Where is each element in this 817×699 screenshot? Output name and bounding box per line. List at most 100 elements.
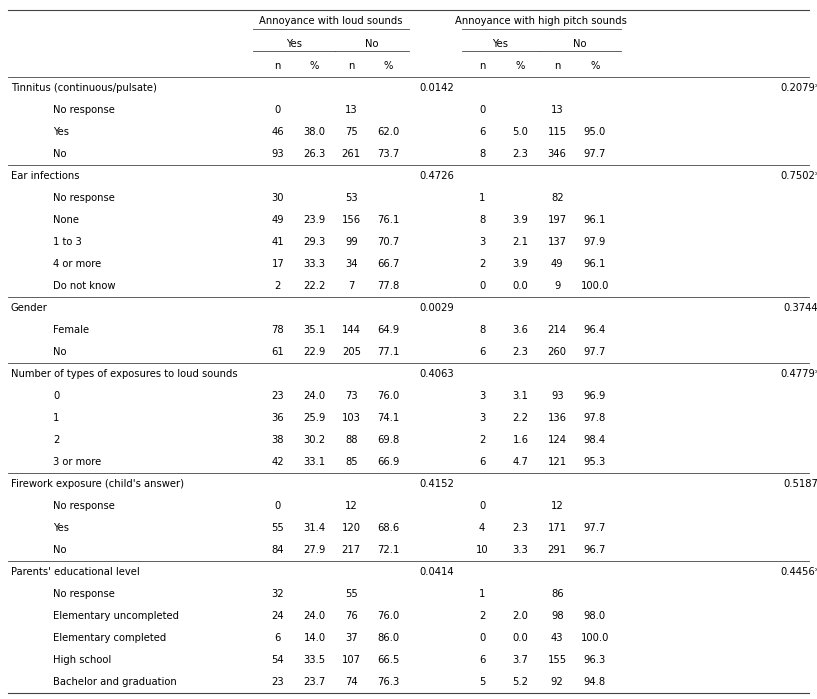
Text: 23: 23 [271, 391, 284, 401]
Text: Female: Female [53, 325, 89, 335]
Text: 53: 53 [345, 193, 358, 203]
Text: 86.0: 86.0 [377, 633, 400, 643]
Text: 96.7: 96.7 [583, 545, 606, 555]
Text: 3.6: 3.6 [512, 325, 529, 335]
Text: 78: 78 [271, 325, 284, 335]
Text: 214: 214 [547, 325, 567, 335]
Text: 75: 75 [345, 127, 358, 136]
Text: 30: 30 [271, 193, 284, 203]
Text: 8: 8 [479, 149, 485, 159]
Text: 0.4063: 0.4063 [420, 369, 454, 379]
Text: 0.4726: 0.4726 [420, 171, 454, 181]
Text: 2: 2 [479, 435, 485, 445]
Text: 144: 144 [342, 325, 361, 335]
Text: 31.4: 31.4 [303, 523, 326, 533]
Text: 97.7: 97.7 [583, 149, 606, 159]
Text: 24.0: 24.0 [303, 391, 326, 401]
Text: 155: 155 [547, 656, 567, 665]
Text: 84: 84 [271, 545, 284, 555]
Text: 171: 171 [547, 523, 567, 533]
Text: 0.0029: 0.0029 [420, 303, 454, 313]
Text: 2.0: 2.0 [512, 612, 529, 621]
Text: 3.3: 3.3 [512, 545, 529, 555]
Text: 23: 23 [271, 677, 284, 687]
Text: 261: 261 [342, 149, 361, 159]
Text: 291: 291 [547, 545, 567, 555]
Text: 96.1: 96.1 [583, 215, 606, 225]
Text: 85: 85 [345, 457, 358, 467]
Text: 25.9: 25.9 [303, 413, 326, 423]
Text: 73: 73 [345, 391, 358, 401]
Text: Yes: Yes [493, 38, 508, 48]
Text: 5.0: 5.0 [512, 127, 529, 136]
Text: 73.7: 73.7 [377, 149, 400, 159]
Text: 22.9: 22.9 [303, 347, 326, 357]
Text: 88: 88 [345, 435, 358, 445]
Text: 76.3: 76.3 [377, 677, 400, 687]
Text: 1: 1 [479, 193, 485, 203]
Text: Tinnitus (continuous/pulsate): Tinnitus (continuous/pulsate) [11, 82, 157, 92]
Text: 77.1: 77.1 [377, 347, 400, 357]
Text: 97.8: 97.8 [583, 413, 606, 423]
Text: 49: 49 [551, 259, 564, 269]
Text: Number of types of exposures to loud sounds: Number of types of exposures to loud sou… [11, 369, 237, 379]
Text: 4.7: 4.7 [512, 457, 529, 467]
Text: %: % [516, 61, 525, 71]
Text: 49: 49 [271, 215, 284, 225]
Text: 98: 98 [551, 612, 564, 621]
Text: Firework exposure (child's answer): Firework exposure (child's answer) [11, 479, 184, 489]
Text: 0: 0 [53, 391, 60, 401]
Text: Elementary completed: Elementary completed [53, 633, 167, 643]
Text: %: % [590, 61, 600, 71]
Text: Ear infections: Ear infections [11, 171, 79, 181]
Text: 2: 2 [479, 612, 485, 621]
Text: 54: 54 [271, 656, 284, 665]
Text: 97.7: 97.7 [583, 523, 606, 533]
Text: Yes: Yes [53, 127, 69, 136]
Text: 82: 82 [551, 193, 564, 203]
Text: 24.0: 24.0 [303, 612, 326, 621]
Text: 1: 1 [479, 589, 485, 599]
Text: 1 to 3: 1 to 3 [53, 237, 82, 247]
Text: No response: No response [53, 501, 115, 511]
Text: 41: 41 [271, 237, 284, 247]
Text: 4: 4 [479, 523, 485, 533]
Text: 24: 24 [271, 612, 284, 621]
Text: 76.0: 76.0 [377, 612, 400, 621]
Text: 3 or more: 3 or more [53, 457, 101, 467]
Text: 13: 13 [345, 105, 358, 115]
Text: 2.3: 2.3 [512, 347, 529, 357]
Text: 23.7: 23.7 [303, 677, 326, 687]
Text: 6: 6 [479, 127, 485, 136]
Text: n: n [275, 61, 281, 71]
Text: 92: 92 [551, 677, 564, 687]
Text: 0.5187: 0.5187 [784, 479, 817, 489]
Text: 8: 8 [479, 325, 485, 335]
Text: %: % [383, 61, 393, 71]
Text: 103: 103 [342, 413, 361, 423]
Text: 7: 7 [348, 281, 355, 291]
Text: 74: 74 [345, 677, 358, 687]
Text: No: No [574, 38, 587, 48]
Text: 217: 217 [342, 545, 361, 555]
Text: 96.9: 96.9 [583, 391, 606, 401]
Text: 55: 55 [345, 589, 358, 599]
Text: 107: 107 [342, 656, 361, 665]
Text: 93: 93 [551, 391, 564, 401]
Text: 37: 37 [345, 633, 358, 643]
Text: 66.7: 66.7 [377, 259, 400, 269]
Text: Annoyance with loud sounds: Annoyance with loud sounds [259, 17, 403, 27]
Text: 5.2: 5.2 [512, 677, 529, 687]
Text: 205: 205 [342, 347, 361, 357]
Text: 35.1: 35.1 [303, 325, 326, 335]
Text: 97.7: 97.7 [583, 347, 606, 357]
Text: Elementary uncompleted: Elementary uncompleted [53, 612, 179, 621]
Text: 46: 46 [271, 127, 284, 136]
Text: %: % [310, 61, 319, 71]
Text: 0: 0 [479, 501, 485, 511]
Text: 136: 136 [547, 413, 567, 423]
Text: 120: 120 [342, 523, 361, 533]
Text: Gender: Gender [11, 303, 47, 313]
Text: 3: 3 [479, 237, 485, 247]
Text: 9: 9 [554, 281, 560, 291]
